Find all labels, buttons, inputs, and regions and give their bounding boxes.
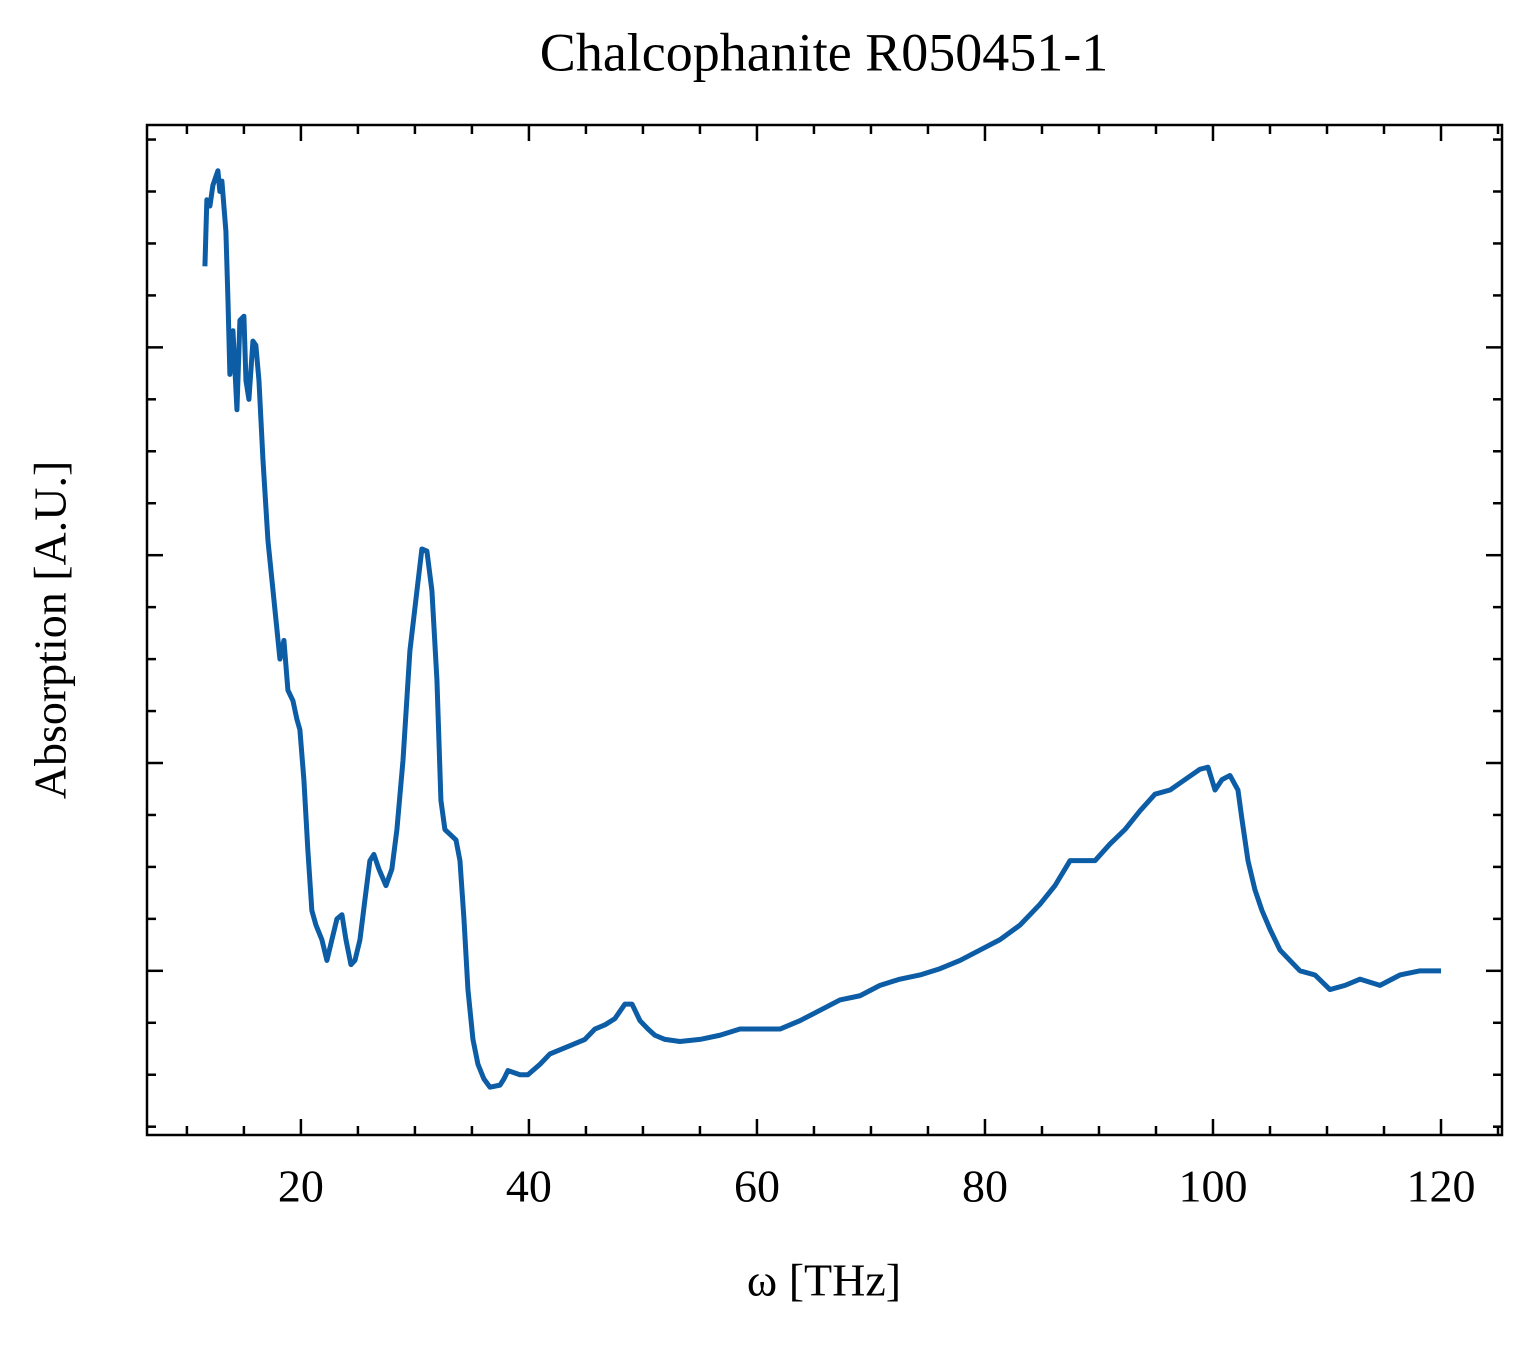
data-line: [202, 168, 1442, 1090]
chart-title: Chalcophanite R050451-1: [540, 22, 1108, 82]
y-axis-label: Absorption [A.U.]: [25, 461, 76, 800]
x-tick-label: 120: [1407, 1161, 1476, 1212]
plot-frame: [145, 123, 1504, 1137]
x-tick-label: 20: [278, 1161, 324, 1212]
x-tick-label: 100: [1178, 1161, 1247, 1212]
x-tick-label: 60: [734, 1161, 780, 1212]
x-tick-label: 40: [506, 1161, 552, 1212]
x-tick-label: 80: [962, 1161, 1008, 1212]
x-axis-label: ω [THz]: [747, 1255, 901, 1306]
